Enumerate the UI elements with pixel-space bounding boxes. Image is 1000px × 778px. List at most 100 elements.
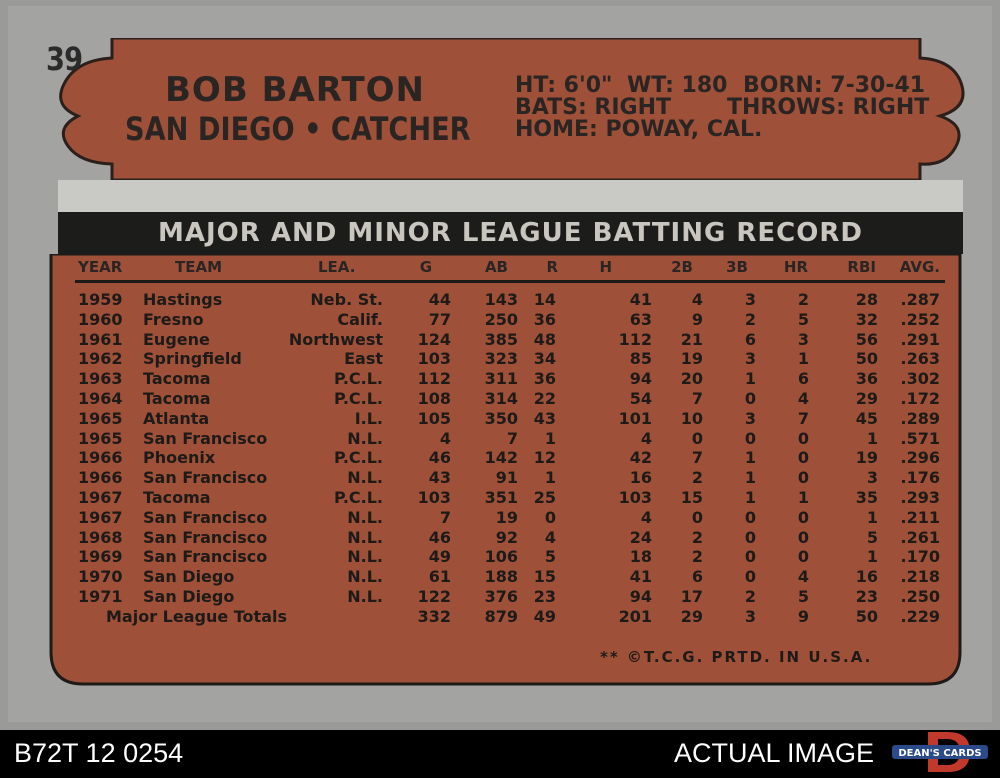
height: HT: 6'0" <box>515 73 613 98</box>
row-stat: P.C.L. <box>334 389 383 408</box>
row-stat: 36 <box>533 309 556 329</box>
row-stat: 19 <box>855 448 878 468</box>
row-stat: 0 <box>691 428 703 448</box>
row-stat: 19 <box>495 507 518 527</box>
row-stat: 18 <box>629 547 652 567</box>
row-stat: 0 <box>797 547 809 567</box>
row-stat: 106 <box>484 547 518 567</box>
row-stat: 92 <box>495 527 518 547</box>
row-year: 1967 <box>78 507 123 527</box>
row-team: San Francisco <box>143 527 268 547</box>
row-stat: 1 <box>797 349 809 369</box>
row-stat: 1 <box>866 507 878 527</box>
record-title: MAJOR AND MINOR LEAGUE BATTING RECORD <box>158 218 863 248</box>
row-stat: 1 <box>797 488 809 507</box>
row-stat: 0 <box>744 547 756 567</box>
row-stat: 94 <box>629 587 652 606</box>
row-stat: .170 <box>900 547 940 567</box>
row-stat: 6 <box>744 329 756 349</box>
row-year: 1970 <box>78 567 123 587</box>
row-stat: 9 <box>691 309 703 329</box>
row-stat: .287 <box>900 290 940 309</box>
col-header-2: LEA. <box>318 258 356 276</box>
row-stat: 19 <box>680 349 703 369</box>
row-year: 1965 <box>78 428 123 448</box>
totals-stat: 3 <box>744 606 756 626</box>
row-stat: 45 <box>855 408 878 428</box>
row-stat: East <box>344 349 383 369</box>
row-stat: N.L. <box>347 547 383 567</box>
row-stat: 103 <box>417 488 451 507</box>
row-stat: .176 <box>900 468 940 488</box>
card-number: 39 <box>46 40 83 78</box>
hometown: HOME: POWAY, CAL. <box>515 117 763 142</box>
row-stat: .571 <box>900 428 940 448</box>
row-stat: 0 <box>797 527 809 547</box>
row-stat: .250 <box>900 587 940 606</box>
row-year: 1967 <box>78 488 123 507</box>
row-stat: 23 <box>533 587 556 606</box>
row-stat: .293 <box>900 488 940 507</box>
actual-image-label: ACTUAL IMAGE <box>674 738 875 768</box>
row-stat: 17 <box>680 587 703 606</box>
row-stat: 0 <box>691 507 703 527</box>
row-stat: 10 <box>680 408 703 428</box>
row-stat: 4 <box>439 428 451 448</box>
row-team: San Francisco <box>143 428 268 448</box>
row-stat: 250 <box>484 309 518 329</box>
row-stat: 23 <box>855 587 878 606</box>
row-stat: .291 <box>900 329 940 349</box>
row-stat: 5 <box>797 587 809 606</box>
row-year: 1966 <box>78 468 123 488</box>
row-stat: 85 <box>629 349 652 369</box>
row-stat: 4 <box>640 428 652 448</box>
row-stat: 15 <box>680 488 703 507</box>
row-stat: P.C.L. <box>334 448 383 468</box>
record-banner: MAJOR AND MINOR LEAGUE BATTING RECORD <box>58 212 963 254</box>
row-stat: 3 <box>797 329 809 349</box>
row-stat: 142 <box>484 448 518 468</box>
row-stat: 22 <box>533 389 556 408</box>
row-stat: 7 <box>439 507 451 527</box>
row-team: Hastings <box>143 290 223 309</box>
row-stat: 2 <box>691 527 703 547</box>
team-position: SAN DIEGO • CATCHER <box>125 110 471 148</box>
row-stat: N.L. <box>347 527 383 547</box>
col-header-5: R <box>546 258 558 276</box>
row-stat: 35 <box>855 488 878 507</box>
row-stat: 34 <box>533 349 556 369</box>
row-stat: 56 <box>855 329 878 349</box>
row-stat: 24 <box>629 527 652 547</box>
row-stat: I.L. <box>354 408 383 428</box>
row-year: 1969 <box>78 547 123 567</box>
row-stat: 1 <box>544 428 556 448</box>
row-stat: 112 <box>618 329 652 349</box>
row-stat: 4 <box>640 507 652 527</box>
row-year: 1965 <box>78 408 123 428</box>
row-stat: 0 <box>744 567 756 587</box>
col-header-11: AVG. <box>899 258 940 276</box>
row-stat: 46 <box>428 448 451 468</box>
row-stat: 0 <box>797 468 809 488</box>
row-stat: 4 <box>544 527 556 547</box>
row-stat: 2 <box>691 468 703 488</box>
row-stat: 94 <box>629 369 652 389</box>
birthdate: BORN: 7-30-41 <box>743 73 926 98</box>
row-stat: .296 <box>900 448 940 468</box>
row-stat: 16 <box>629 468 652 488</box>
row-year: 1964 <box>78 389 123 408</box>
row-team: San Francisco <box>143 507 268 527</box>
row-team: Springfield <box>143 349 242 369</box>
row-stat: .218 <box>900 567 940 587</box>
row-stat: 0 <box>744 389 756 408</box>
row-year: 1966 <box>78 448 123 468</box>
row-year: 1963 <box>78 369 123 389</box>
row-stat: .172 <box>900 389 940 408</box>
row-stat: .261 <box>900 527 940 547</box>
row-stat: 2 <box>744 587 756 606</box>
row-stat: Neb. St. <box>310 290 383 309</box>
col-header-3: G <box>419 258 432 276</box>
row-team: Atlanta <box>143 408 210 428</box>
totals-stat: 49 <box>533 606 556 626</box>
row-stat: 3 <box>744 349 756 369</box>
